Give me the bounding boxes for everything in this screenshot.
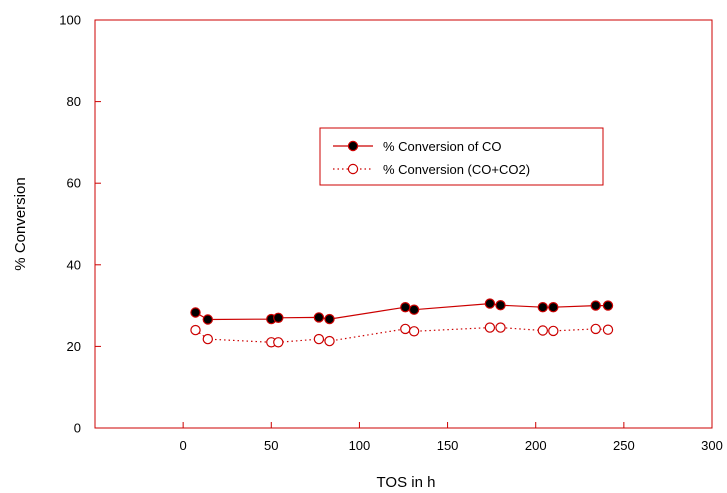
data-point [602, 300, 614, 311]
data-point [590, 323, 601, 335]
data-point [202, 314, 213, 325]
data-point [537, 325, 549, 336]
data-point [590, 300, 601, 311]
legend-marker-co-co2 [347, 163, 359, 175]
data-point [408, 326, 420, 337]
data-point [313, 333, 325, 345]
data-point [273, 337, 284, 348]
data-point [190, 307, 201, 318]
series-layer [190, 298, 614, 348]
plot-frame [94, 19, 713, 429]
y-tick-label: 0 [74, 421, 81, 436]
data-point [400, 323, 411, 335]
data-point [484, 298, 496, 309]
data-point [313, 312, 325, 323]
legend-label-co-co2: % Conversion (CO+CO2) [383, 162, 530, 177]
y-tick-label: 100 [59, 13, 81, 28]
data-point [400, 302, 411, 313]
x-axis: 0 50 100 150 200 250 300 [180, 422, 723, 453]
y-tick-label: 80 [67, 94, 81, 109]
data-point [495, 322, 506, 333]
series-1 [190, 298, 614, 325]
data-point [273, 312, 284, 323]
data-point [548, 302, 559, 313]
legend-label-co: % Conversion of CO [383, 139, 502, 154]
legend-marker-co [347, 140, 359, 152]
plot-area-border [94, 19, 713, 429]
x-tick-label: 150 [437, 438, 459, 453]
y-axis-title: % Conversion [12, 177, 29, 270]
data-point [408, 304, 420, 315]
x-tick-label: 250 [613, 438, 635, 453]
data-point [537, 302, 549, 313]
y-tick-label: 60 [67, 176, 81, 191]
x-tick-label: 100 [349, 438, 371, 453]
x-tick-label: 300 [701, 438, 723, 453]
legend-box [319, 127, 604, 186]
data-point [484, 322, 496, 333]
series-2 [190, 322, 614, 348]
data-point [324, 313, 335, 325]
x-tick-label: 50 [264, 438, 278, 453]
data-point [548, 325, 559, 337]
data-point [324, 335, 335, 347]
y-tick-label: 20 [67, 339, 81, 354]
data-point [495, 300, 506, 311]
y-tick-label: 40 [67, 257, 81, 272]
y-axis: 0 20 40 60 80 100 [59, 13, 101, 436]
legend: % Conversion of CO % Conversion (CO+CO2) [319, 127, 604, 186]
data-point [190, 324, 201, 336]
data-point [202, 333, 213, 345]
data-point [602, 324, 614, 335]
x-tick-label: 0 [180, 438, 187, 453]
x-axis-title: TOS in h [377, 474, 436, 491]
x-tick-label: 200 [525, 438, 547, 453]
